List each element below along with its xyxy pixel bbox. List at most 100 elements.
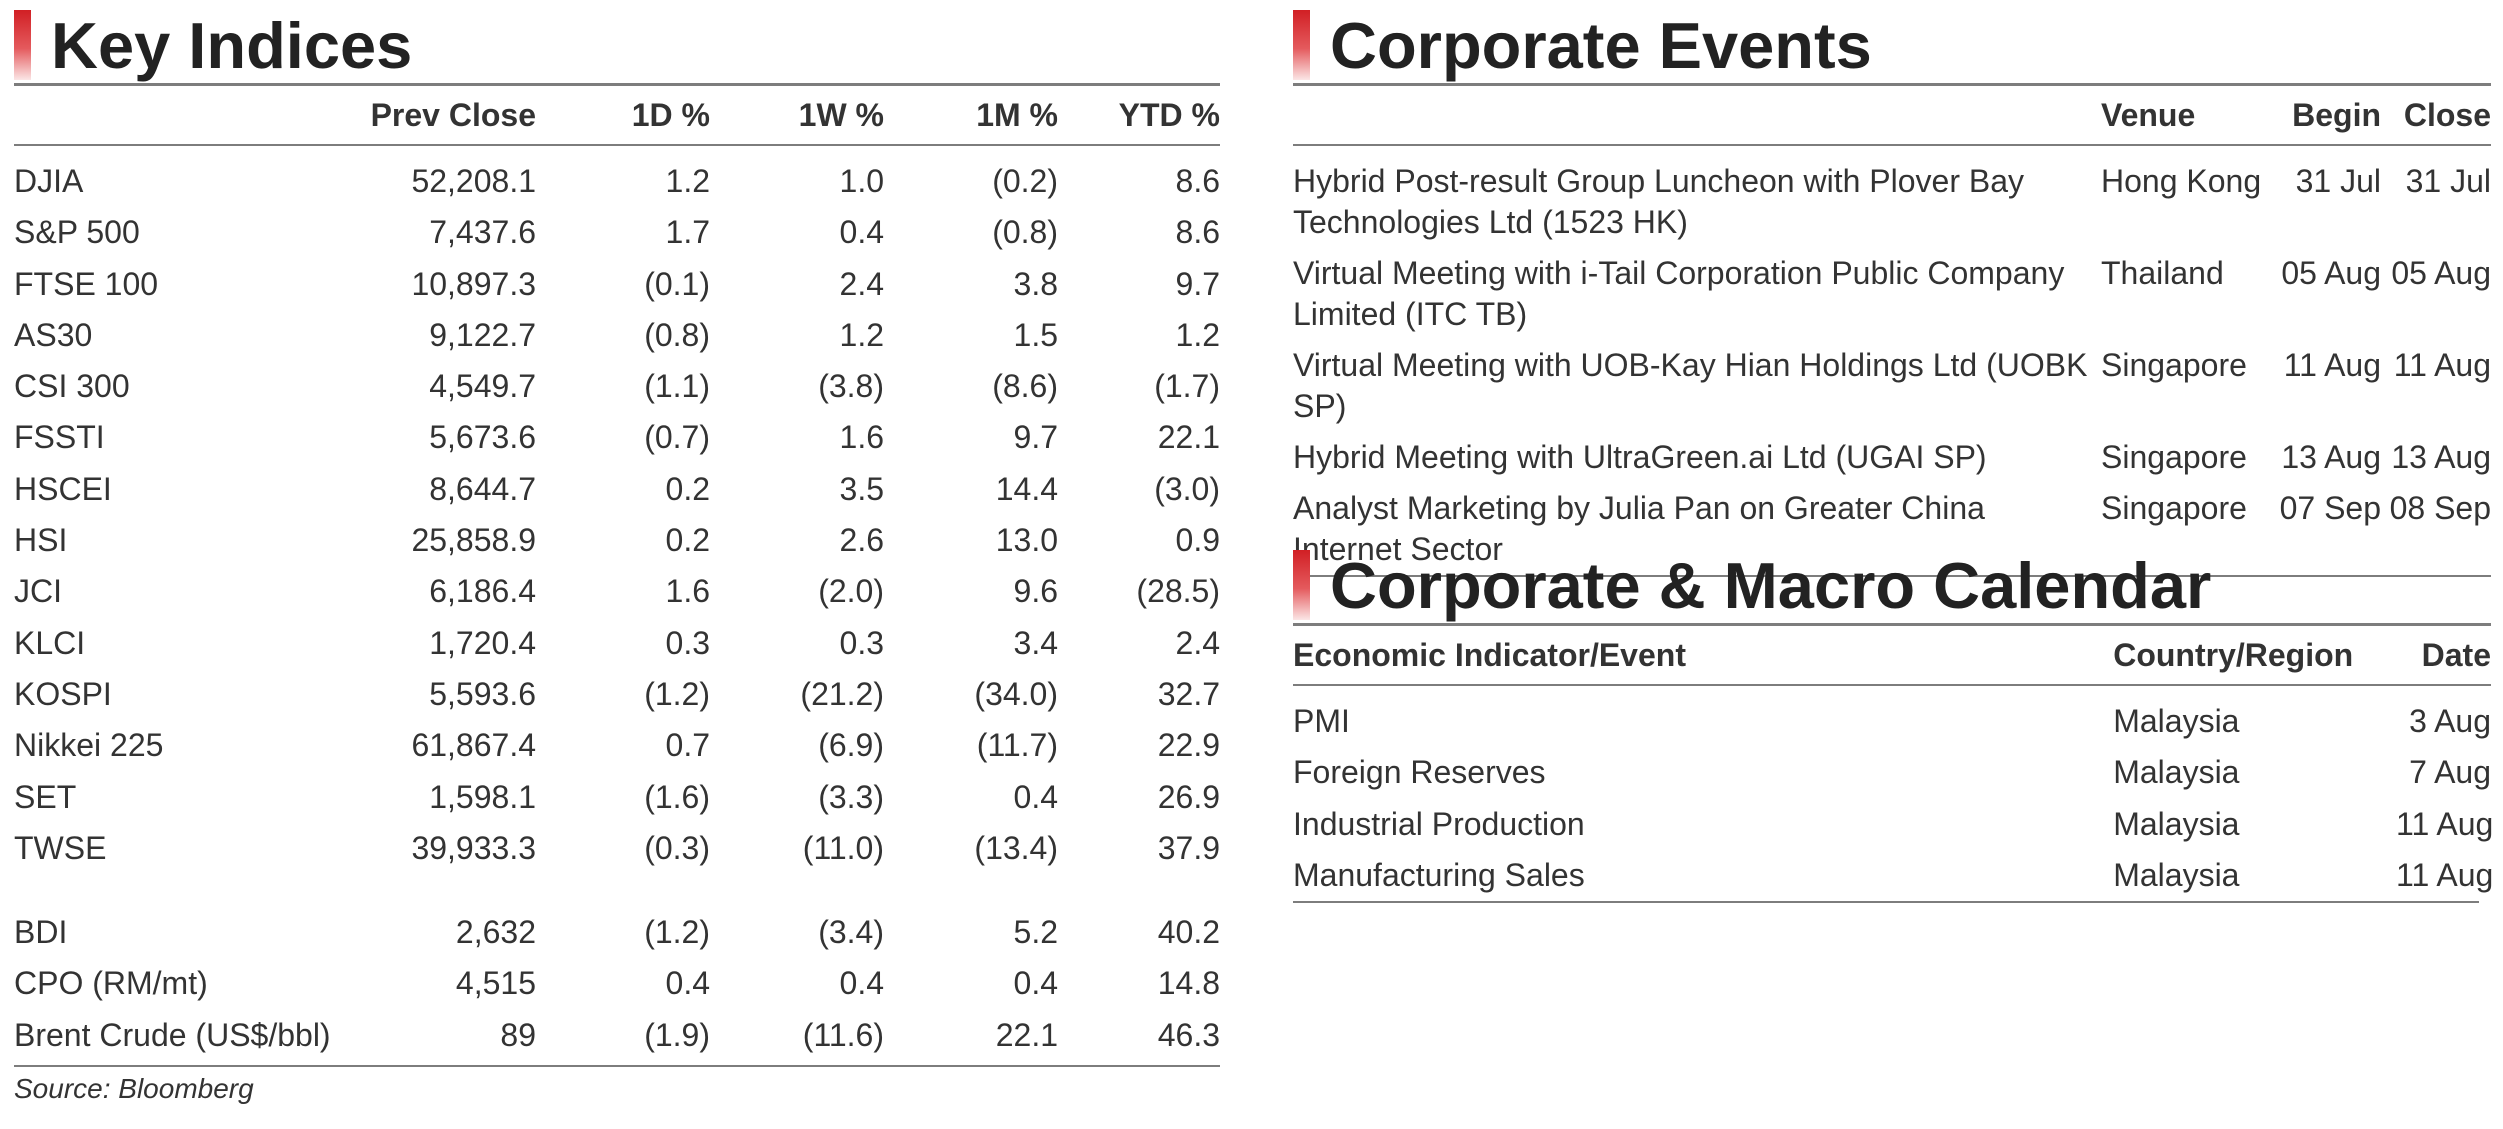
index-name: CSI 300 — [14, 368, 130, 405]
index-value: 52,208.1 — [411, 163, 536, 199]
corporate-events-header: Corporate Events — [1293, 0, 2491, 86]
column-header: Economic Indicator/Event — [1293, 636, 1686, 673]
index-value: (11.6) — [802, 1016, 884, 1053]
index-value: 0.4 — [839, 214, 884, 251]
calendar-event: Manufacturing Sales — [1293, 856, 1585, 893]
index-value: 1.0 — [839, 163, 884, 199]
index-value: (2.0) — [818, 573, 884, 610]
table-header-row: Economic Indicator/Event Country/Region … — [1293, 626, 2491, 685]
column-header: Date — [2421, 636, 2491, 673]
table-row: S&P 500 7,437.6 1.7 0.4 (0.8) 8.6 — [14, 207, 1220, 258]
index-value: 0.3 — [665, 624, 710, 661]
table-row: Manufacturing Sales Malaysia 11 Aug — [1293, 850, 2494, 901]
index-name: SET — [14, 778, 77, 815]
table-row: AS30 9,122.7 (0.8) 1.2 1.5 1.2 — [14, 310, 1220, 361]
event-name: Virtual Meeting with i-Tail Corporation … — [1293, 255, 2065, 332]
event-venue: Singapore — [2101, 490, 2247, 526]
index-value: 1.5 — [1013, 316, 1058, 353]
index-value: (28.5) — [1136, 573, 1220, 610]
column-header: 1D % — [631, 96, 710, 133]
index-value: (0.2) — [992, 163, 1058, 199]
table-row: HSI 25,858.9 0.2 2.6 13.0 0.9 — [14, 515, 1220, 566]
index-value: 40.2 — [1157, 914, 1220, 951]
index-value: 5,593.6 — [429, 675, 536, 712]
index-name: CPO (RM/mt) — [14, 965, 208, 1002]
calendar-event: Industrial Production — [1293, 805, 1585, 842]
index-value: 0.4 — [1013, 778, 1058, 815]
table-bottom-rule — [1293, 901, 2479, 904]
index-value: 9.7 — [1175, 265, 1220, 302]
index-value: (11.7) — [976, 727, 1058, 764]
index-value: 14.8 — [1157, 965, 1220, 1002]
calendar-table: Economic Indicator/Event Country/Region … — [1293, 626, 2494, 901]
table-row: Virtual Meeting with UOB-Kay Hian Holdin… — [1293, 340, 2491, 432]
column-header: Venue — [2101, 96, 2196, 133]
calendar-header: Corporate & Macro Calendar — [1293, 540, 2491, 626]
index-value: 26.9 — [1157, 778, 1220, 815]
index-value: (8.6) — [992, 368, 1058, 405]
index-value: 0.4 — [1013, 965, 1058, 1002]
table-row: SET 1,598.1 (1.6) (3.3) 0.4 26.9 — [14, 772, 1220, 823]
index-value: (11.0) — [802, 829, 884, 866]
index-value: (1.9) — [644, 1016, 710, 1053]
event-close: 05 Aug — [2391, 255, 2491, 291]
index-value: 1,598.1 — [429, 778, 536, 815]
calendar-date: 3 Aug — [2409, 703, 2491, 739]
event-begin: 07 Sep — [2279, 490, 2381, 526]
index-value: 9.6 — [1013, 573, 1058, 610]
table-row: CSI 300 4,549.7 (1.1) (3.8) (8.6) (1.7) — [14, 361, 1220, 412]
index-name: JCI — [14, 573, 62, 610]
index-value: 22.1 — [995, 1016, 1058, 1053]
event-venue: Hong Kong — [2101, 163, 2262, 199]
index-value: 2.4 — [1175, 624, 1220, 661]
column-header: Close — [2403, 96, 2491, 133]
index-value: (0.8) — [644, 316, 710, 353]
corporate-events-panel: Corporate Events Venue Begin Close Hybri… — [1293, 0, 2491, 577]
index-value: 61,867.4 — [411, 727, 536, 764]
source-note: Source: Bloomberg — [14, 1073, 254, 1105]
index-value: 6,186.4 — [429, 573, 536, 610]
column-header: YTD % — [1118, 96, 1220, 133]
index-name: BDI — [14, 914, 68, 951]
index-value: 1.2 — [839, 316, 884, 353]
index-value: 0.4 — [665, 965, 710, 1002]
table-row: Analyst Marketing by Julia Pan on Greate… — [1293, 483, 2491, 575]
index-value: (3.0) — [1154, 470, 1220, 507]
index-value: (1.2) — [644, 914, 710, 951]
index-name: HSCEI — [14, 470, 112, 507]
index-value: 3.4 — [1013, 624, 1058, 661]
table-row: KLCI 1,720.4 0.3 0.3 3.4 2.4 — [14, 618, 1220, 669]
corporate-events-table: Venue Begin Close Hybrid Post-result Gro… — [1293, 86, 2491, 575]
index-name: DJIA — [14, 163, 84, 199]
index-name: KOSPI — [14, 675, 112, 712]
table-row: JCI 6,186.4 1.6 (2.0) 9.6 (28.5) — [14, 566, 1220, 617]
column-header: 1M % — [976, 96, 1058, 133]
index-value: 2.6 — [839, 522, 884, 559]
title-accent-bar — [1293, 10, 1310, 80]
index-value: 46.3 — [1157, 1016, 1220, 1053]
calendar-body: PMI Malaysia 3 Aug Foreign Reserves Malaysia… — [1293, 685, 2494, 901]
table-header-row: Prev Close 1D % 1W % 1M % YTD % — [14, 86, 1220, 145]
calendar-country: Malaysia — [2113, 805, 2240, 842]
table-header-row: Venue Begin Close — [1293, 86, 2491, 145]
index-value: 0.2 — [665, 522, 710, 559]
index-name: S&P 500 — [14, 214, 140, 251]
table-row: Industrial Production Malaysia 11 Aug — [1293, 799, 2493, 850]
index-value: 0.7 — [665, 727, 710, 764]
event-name: Virtual Meeting with UOB-Kay Hian Holdin… — [1293, 347, 2088, 424]
index-value: 1.6 — [665, 573, 710, 610]
index-value: 39,933.3 — [411, 829, 536, 866]
column-header: 1W % — [798, 96, 884, 133]
index-name: Nikkei 225 — [14, 727, 164, 764]
index-value: (0.7) — [644, 419, 710, 456]
table-row: PMI Malaysia 3 Aug — [1293, 685, 2491, 747]
index-value: 5,673.6 — [429, 419, 536, 456]
index-value: (0.1) — [644, 265, 710, 302]
table-row: DJIA 52,208.1 1.2 1.0 (0.2) 8.6 — [14, 145, 1220, 207]
index-value: 89 — [500, 1016, 536, 1053]
calendar-title: Corporate & Macro Calendar — [1330, 549, 2212, 622]
column-header: Prev Close — [370, 96, 536, 133]
calendar-date: 11 Aug — [2396, 856, 2494, 893]
table-row: BDI 2,632 (1.2) (3.4) 5.2 40.2 — [14, 907, 1220, 958]
table-row: HSCEI 8,644.7 0.2 3.5 14.4 (3.0) — [14, 464, 1220, 515]
